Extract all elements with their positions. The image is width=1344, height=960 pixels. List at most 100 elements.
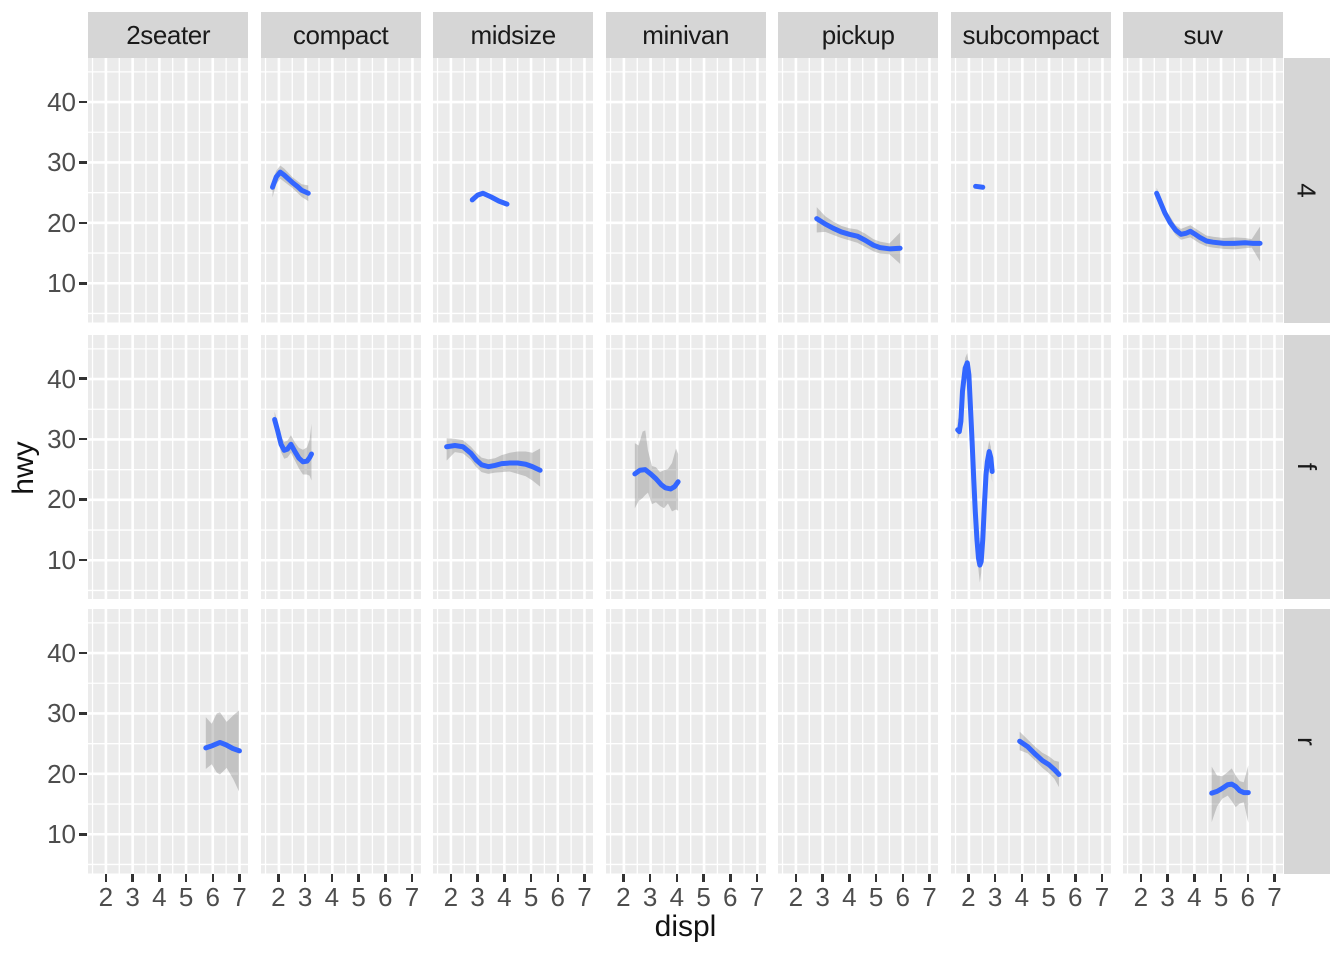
facet-column-label: compact xyxy=(292,19,389,50)
facet-column-label: 2seater xyxy=(126,19,211,50)
facet-panel-f-pickup xyxy=(778,334,939,600)
x-tick-label: 7 xyxy=(404,881,420,912)
facet-panel-f-subcompact xyxy=(950,334,1111,600)
x-tick-mark xyxy=(622,873,625,882)
facet-panel-r-midsize xyxy=(433,609,594,874)
x-tick-mark xyxy=(993,873,997,882)
smooth-curve-svg xyxy=(433,334,594,599)
x-tick-label: 6 xyxy=(1240,881,1255,912)
facet-panel-4-subcompact xyxy=(950,58,1111,323)
facet-column-strip-suv: suv xyxy=(1123,12,1284,58)
facet-column-strip-subcompact: subcompact xyxy=(950,12,1111,58)
facet-row-strip-f: f xyxy=(1283,334,1330,599)
facet-panel-4-2seater xyxy=(88,58,249,323)
y-tick-label: 10 xyxy=(47,819,76,850)
x-tick-label: 3 xyxy=(815,881,830,912)
y-tick-mark xyxy=(79,282,87,285)
y-tick-mark xyxy=(79,100,87,104)
facet-panel-f-suv xyxy=(1123,334,1284,600)
facet-panel-r-compact xyxy=(260,609,421,874)
y-tick-mark xyxy=(79,377,87,380)
x-tick-mark xyxy=(449,873,453,882)
x-tick-label: 5 xyxy=(696,881,711,912)
facet-panel-4-suv xyxy=(1123,58,1284,323)
smooth-curve-svg xyxy=(433,58,594,323)
x-tick-label: 3 xyxy=(297,881,313,912)
y-tick-label: 30 xyxy=(47,147,76,178)
x-tick-mark xyxy=(967,873,970,882)
x-tick-mark xyxy=(1193,873,1196,882)
y-tick-mark xyxy=(79,833,87,836)
x-tick-label: 7 xyxy=(232,881,247,912)
y-tick-mark xyxy=(79,651,87,655)
x-tick-label: 7 xyxy=(577,881,592,912)
x-tick-mark xyxy=(675,873,679,882)
x-tick-label: 2 xyxy=(788,881,804,912)
x-tick-label: 7 xyxy=(749,881,765,912)
x-tick-mark xyxy=(794,873,798,882)
x-tick-mark xyxy=(1100,873,1104,882)
y-tick-mark xyxy=(79,498,87,501)
x-tick-label: 6 xyxy=(895,881,910,912)
x-tick-mark xyxy=(1020,873,1024,882)
y-tick-label: 40 xyxy=(47,638,76,669)
x-tick-mark xyxy=(648,873,652,882)
facet-panel-f-minivan xyxy=(605,334,766,600)
smooth-curve-svg xyxy=(88,609,249,874)
facet-panel-r-pickup xyxy=(778,609,939,874)
y-tick-mark xyxy=(79,161,87,164)
smooth-curve-svg xyxy=(260,334,421,599)
x-tick-label: 4 xyxy=(842,881,857,912)
x-tick-label: 3 xyxy=(987,881,1003,912)
x-tick-label: 2 xyxy=(271,881,286,912)
x-tick-label: 3 xyxy=(125,881,140,912)
smooth-curve-svg xyxy=(88,58,249,323)
facet-column-label: pickup xyxy=(821,19,895,50)
facet-row-strip-r: r xyxy=(1283,609,1330,874)
y-tick-label: 40 xyxy=(47,363,76,394)
x-tick-mark xyxy=(702,873,705,882)
facet-panel-r-suv xyxy=(1123,609,1284,874)
x-tick-mark xyxy=(848,873,851,882)
x-tick-mark xyxy=(211,873,215,882)
facet-column-strip-minivan: minivan xyxy=(605,12,766,58)
x-axis-title: displ xyxy=(654,910,717,943)
smooth-curve-svg xyxy=(260,609,421,874)
x-tick-mark xyxy=(277,873,280,882)
smooth-curve-svg xyxy=(950,334,1111,599)
smooth-curve-svg xyxy=(1123,334,1284,599)
x-tick-mark xyxy=(357,873,360,882)
y-tick-label: 30 xyxy=(47,698,76,729)
smooth-curve-svg xyxy=(1123,58,1284,323)
facet-row-label: r xyxy=(1291,736,1322,746)
x-tick-mark xyxy=(303,873,307,882)
y-tick-mark xyxy=(79,712,87,715)
x-tick-label: 7 xyxy=(922,881,937,912)
x-tick-mark xyxy=(901,873,905,882)
x-tick-label: 5 xyxy=(351,881,366,912)
y-tick-label: 40 xyxy=(47,87,76,118)
facet-column-label: minivan xyxy=(642,19,730,50)
y-tick-label: 20 xyxy=(47,207,76,238)
smooth-curve-svg xyxy=(778,58,939,323)
x-tick-label: 2 xyxy=(98,881,114,912)
facet-panel-4-pickup xyxy=(778,58,939,323)
x-tick-mark xyxy=(503,873,506,882)
facet-column-label: subcompact xyxy=(962,19,1100,50)
facet-column-strip-compact: compact xyxy=(260,12,421,58)
x-tick-label: 2 xyxy=(616,881,631,912)
x-tick-mark xyxy=(476,873,479,882)
x-tick-label: 6 xyxy=(1068,881,1083,912)
facet-row-label: f xyxy=(1291,463,1322,471)
y-tick-mark xyxy=(79,558,87,561)
x-tick-mark xyxy=(1047,873,1050,882)
facet-panel-r-minivan xyxy=(605,609,766,874)
x-tick-label: 5 xyxy=(868,881,884,912)
smooth-curve-svg xyxy=(950,609,1111,874)
x-tick-mark xyxy=(238,873,241,882)
x-tick-mark xyxy=(556,873,560,882)
facet-panel-4-compact xyxy=(260,58,421,323)
x-tick-mark xyxy=(384,873,387,882)
x-tick-label: 2 xyxy=(1133,881,1149,912)
